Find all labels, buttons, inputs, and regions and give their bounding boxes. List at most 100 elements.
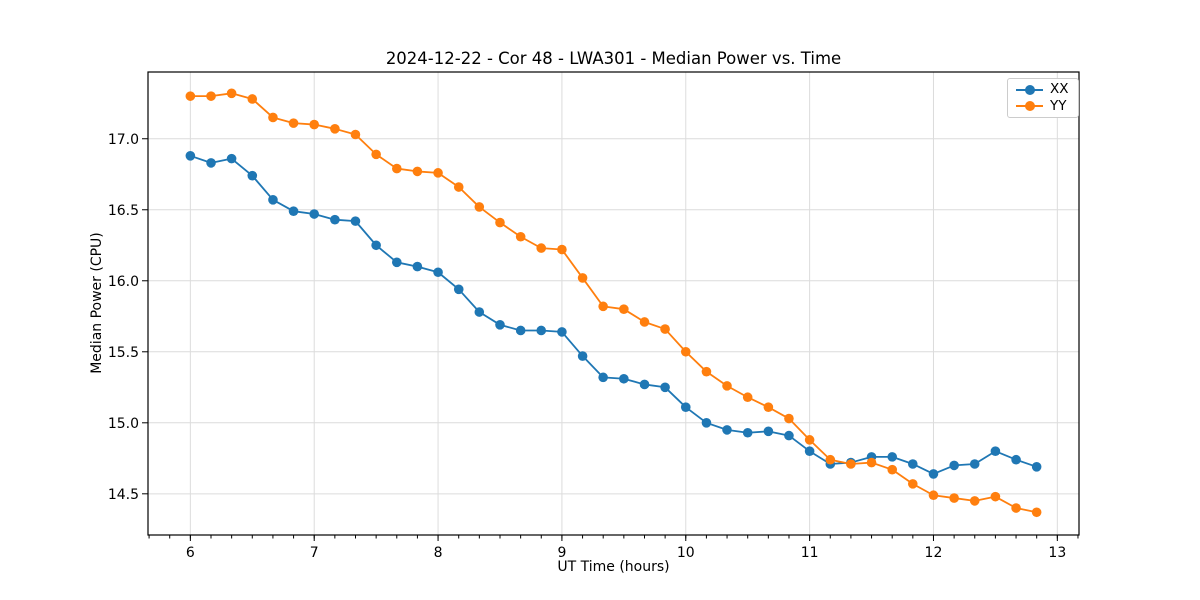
svg-text:9: 9 <box>557 545 566 561</box>
svg-text:7: 7 <box>310 545 319 561</box>
tick-labels: 6 7 8 9 10 11 12 13 14.5 15.0 15.5 16.0 16.5 17.0 <box>108 132 1066 561</box>
svg-text:14.5: 14.5 <box>108 487 139 503</box>
XX-point <box>784 430 794 441</box>
XX-point <box>392 257 402 268</box>
XX-point <box>701 418 712 428</box>
XX-point <box>309 209 320 219</box>
XX-point <box>515 325 526 336</box>
YY-point <box>433 168 443 178</box>
XX-point <box>887 452 898 462</box>
x-axis-label: UT Time (hours) <box>557 559 670 575</box>
svg-text:10: 10 <box>677 545 695 561</box>
XX-point <box>598 372 608 383</box>
XX-point <box>990 446 1001 457</box>
chart-title: 2024-12-22 - Cor 48 - LWA301 - Median Po… <box>385 49 842 68</box>
YY-point <box>371 149 381 160</box>
XX-point <box>206 158 216 168</box>
YY-point <box>680 346 691 357</box>
YY-point <box>1031 507 1042 518</box>
XX-point <box>371 240 381 251</box>
YY-point <box>247 94 258 104</box>
XX-point <box>330 214 340 225</box>
YY-point <box>206 91 216 101</box>
YY-point <box>226 88 237 99</box>
XX-point <box>639 379 650 390</box>
svg-text:13: 13 <box>1048 545 1066 561</box>
XX-point <box>433 267 443 278</box>
svg-text:15.5: 15.5 <box>108 345 139 361</box>
XX-point <box>680 402 691 412</box>
XX-point <box>557 327 567 337</box>
XX-point <box>907 459 918 469</box>
XX-point <box>742 427 753 438</box>
XX-point <box>660 382 670 393</box>
svg-text:15.0: 15.0 <box>108 416 139 432</box>
YY-point <box>495 217 505 228</box>
YY-point <box>949 493 959 503</box>
svg-text:12: 12 <box>925 545 943 561</box>
XX-point <box>350 216 361 226</box>
series-YY <box>185 88 1042 518</box>
XX-point <box>268 195 278 205</box>
YY-point <box>660 324 670 334</box>
XX-point <box>412 261 423 272</box>
YY-point <box>742 392 753 403</box>
XX-point <box>226 153 237 164</box>
YY-point <box>474 202 485 212</box>
svg-text:16.5: 16.5 <box>108 203 139 219</box>
svg-text:6: 6 <box>186 545 195 561</box>
YY-point <box>928 490 939 501</box>
YY-point <box>701 366 712 377</box>
XX-point <box>247 170 258 181</box>
XX-point <box>722 425 732 435</box>
plot-spines <box>147 71 1080 536</box>
legend-item-yy: YY <box>1016 97 1069 114</box>
legend-label-yy: YY <box>1050 97 1067 114</box>
xx-line-marker-icon <box>1016 84 1043 95</box>
YY-point <box>1011 503 1021 513</box>
YY-point <box>887 464 898 475</box>
yy-line-marker-icon <box>1016 101 1043 112</box>
YY-point <box>392 163 402 174</box>
YY-point <box>288 118 299 128</box>
YY-point <box>453 182 464 192</box>
YY-point <box>825 454 836 465</box>
YY-point <box>557 244 567 255</box>
XX-point <box>928 469 939 479</box>
svg-text:17.0: 17.0 <box>108 132 139 148</box>
YY-point <box>784 413 794 424</box>
legend: XX YY <box>1007 78 1079 118</box>
legend-item-xx: XX <box>1016 81 1069 97</box>
XX-point <box>1011 454 1021 465</box>
ticks <box>142 138 1079 541</box>
XX-point <box>804 446 815 457</box>
XX-point <box>185 150 196 161</box>
YY-point <box>619 304 629 314</box>
XX-point <box>453 284 464 295</box>
YY-point <box>268 112 278 123</box>
YY-point <box>330 124 340 134</box>
svg-text:11: 11 <box>801 545 819 561</box>
XX-line <box>190 154 1037 475</box>
XX-point <box>288 206 299 216</box>
YY-point <box>804 435 815 445</box>
XX-point <box>949 460 959 471</box>
grid <box>148 72 1079 535</box>
y-axis-label: Median Power (CPU) <box>89 232 105 374</box>
svg-text:16.0: 16.0 <box>108 274 139 290</box>
XX-point <box>969 459 980 469</box>
YY-line <box>190 92 1037 514</box>
YY-point <box>722 381 732 391</box>
YY-point <box>866 457 877 468</box>
XX-point <box>619 373 629 384</box>
XX-point <box>495 320 505 330</box>
YY-point <box>907 479 918 489</box>
legend-label-xx: XX <box>1050 81 1069 97</box>
XX-point <box>536 325 547 336</box>
XX-point <box>1031 462 1042 472</box>
YY-point <box>185 91 196 101</box>
YY-point <box>990 491 1001 502</box>
YY-point <box>350 129 361 140</box>
YY-point <box>309 119 320 130</box>
